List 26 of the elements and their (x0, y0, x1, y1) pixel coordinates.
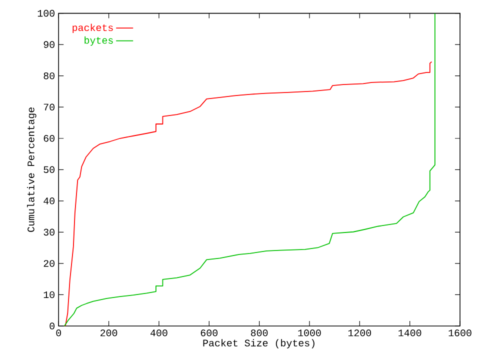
y-tick-label: 20 (44, 260, 54, 267)
x-tick-label: 600 (200, 330, 218, 336)
y-tick-label: 10 (44, 291, 54, 298)
y-tick-label: 70 (44, 104, 54, 110)
y-tick-label: 50 (44, 166, 54, 174)
x-tick-label: 800 (250, 330, 268, 336)
y-tick-label: 60 (44, 134, 54, 142)
y-tick-label: 40 (44, 198, 54, 204)
legend-label: packets (72, 24, 113, 34)
x-tick-label: 1400 (398, 330, 422, 336)
line-series (64, 13, 436, 326)
line-series (64, 61, 432, 326)
y-tick-label: 100 (38, 10, 54, 17)
x-tick-label: 200 (100, 330, 118, 336)
y-tick-label: 80 (44, 72, 54, 80)
x-axis-title: Packet Size (bytes) (203, 339, 314, 348)
y-axis-title: Cumulative Percentage (27, 108, 36, 232)
x-tick-label: 0 (56, 330, 61, 336)
x-tick-label: 1600 (448, 330, 472, 336)
legend-label: bytes (84, 36, 113, 46)
y-tick-label: 0 (50, 322, 54, 330)
x-tick-label: 1200 (348, 330, 372, 336)
y-tick-label: 30 (44, 228, 54, 236)
x-tick-label: 400 (150, 330, 168, 336)
y-tick-label: 90 (44, 41, 54, 48)
x-tick-label: 1000 (298, 330, 321, 336)
